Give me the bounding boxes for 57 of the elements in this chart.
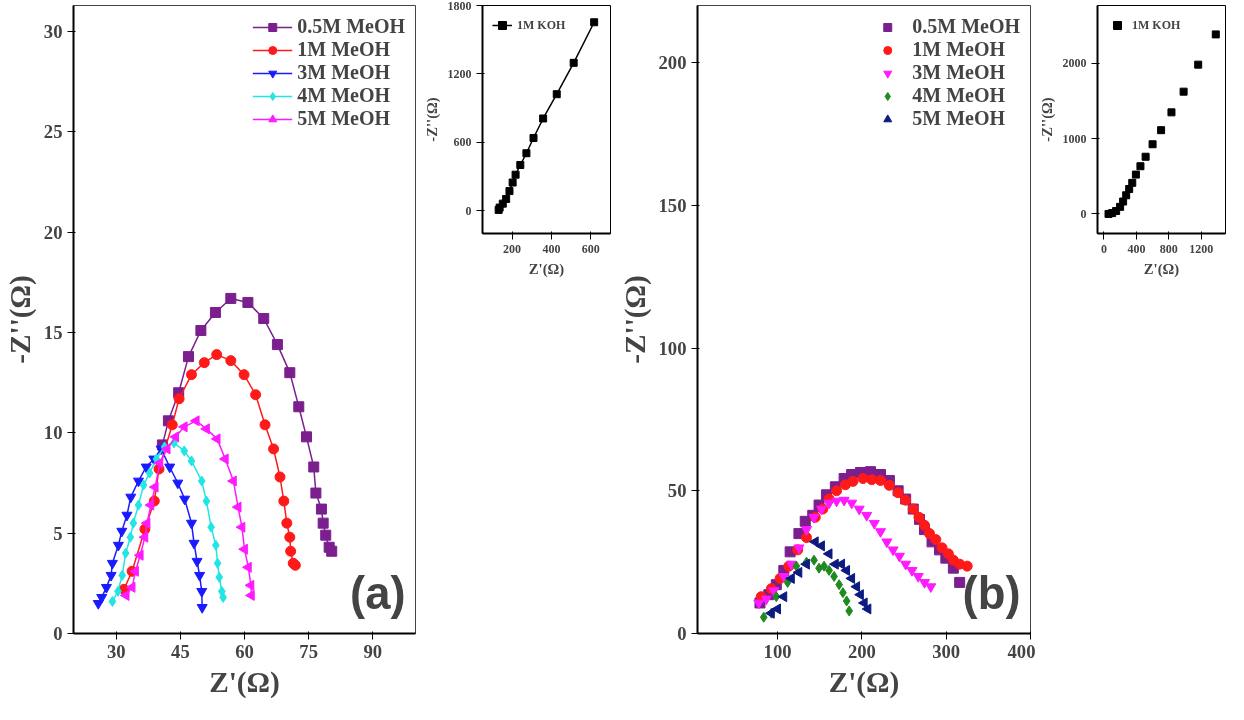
y-axis-title: -Z''(Ω) [618, 275, 652, 364]
legend-label: 4M MeOH [297, 84, 390, 107]
y-tick-label: 10 [43, 422, 63, 444]
y-tick-label: 20 [43, 221, 63, 243]
x-tick-label: 30 [106, 640, 126, 662]
x-tick-label: 100 [763, 640, 792, 662]
y-tick-label: 30 [43, 21, 63, 43]
legend-label: 0.5M MeOH [297, 15, 405, 38]
y-tick-label: 2000 [1062, 56, 1087, 71]
x-tick-label: 200 [503, 241, 522, 256]
y-tick-label: 50 [667, 480, 687, 502]
x-tick-label: 400 [1007, 640, 1036, 662]
x-axis-title: Z'(Ω) [1143, 260, 1180, 278]
y-tick-label: 0 [53, 623, 63, 644]
legend-label: 1M MeOH [297, 38, 390, 61]
legend-label: 5M MeOH [912, 107, 1005, 130]
x-tick-label: 300 [932, 640, 961, 662]
x-tick-label: 75 [299, 640, 318, 662]
annotation: (b) [962, 567, 1021, 619]
x-tick-label: 600 [581, 241, 600, 256]
legend-label: 1M KOH [517, 17, 566, 33]
x-tick-label: 1200 [1189, 241, 1214, 256]
x-tick-label: 400 [542, 241, 561, 256]
y-tick-label: 1800 [447, 0, 472, 13]
y-tick-label: 600 [453, 135, 472, 150]
legend-label: 1M MeOH [912, 38, 1005, 61]
y-tick-label: 0 [1080, 206, 1087, 221]
y-tick-label: 25 [43, 121, 63, 143]
annotation: (a) [350, 567, 406, 619]
y-axis-title: -Z''(Ω) [1038, 97, 1056, 142]
x-tick-label: 60 [235, 640, 254, 662]
y-axis-title: -Z''(Ω) [3, 275, 37, 364]
y-tick-label: 1000 [1062, 131, 1087, 146]
legend-label: 5M MeOH [297, 107, 390, 130]
legend-label: 0.5M MeOH [912, 15, 1020, 38]
legend-label: 1M KOH [1132, 17, 1181, 33]
y-tick-label: 0 [465, 203, 472, 218]
y-tick-label: 150 [658, 194, 687, 216]
x-tick-label: 200 [847, 640, 876, 662]
x-tick-label: 0 [1100, 241, 1107, 256]
x-axis-title: Z'(Ω) [828, 665, 900, 699]
y-tick-label: 15 [43, 322, 63, 344]
x-tick-label: 800 [1159, 241, 1178, 256]
y-tick-label: 1200 [447, 66, 472, 81]
legend-label: 4M MeOH [912, 84, 1005, 107]
x-axis-title: Z'(Ω) [209, 665, 280, 699]
legend-label: 3M MeOH [297, 61, 390, 84]
x-tick-label: 400 [1127, 241, 1146, 256]
y-axis-title: -Z''(Ω) [423, 97, 441, 142]
x-tick-label: 90 [363, 640, 383, 662]
legend-label: 3M MeOH [912, 61, 1005, 84]
y-tick-label: 0 [677, 623, 687, 644]
y-tick-label: 200 [658, 52, 687, 74]
x-axis-title: Z'(Ω) [528, 260, 565, 278]
x-tick-label: 45 [171, 640, 190, 662]
y-tick-label: 5 [53, 522, 63, 544]
y-tick-label: 100 [658, 337, 687, 359]
